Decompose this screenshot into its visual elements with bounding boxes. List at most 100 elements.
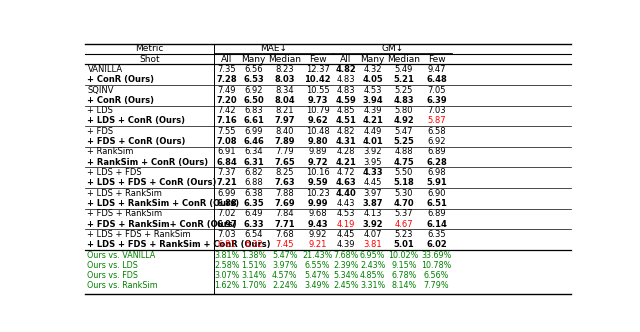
Text: 5.47%: 5.47% [272, 251, 298, 260]
Text: 4.05: 4.05 [362, 75, 383, 84]
Text: 7.05: 7.05 [428, 86, 446, 95]
Text: 9.62: 9.62 [307, 117, 328, 125]
Text: Ours vs. RankSim: Ours vs. RankSim [88, 282, 158, 290]
Text: 10.48: 10.48 [306, 127, 330, 136]
Text: 4.75: 4.75 [394, 158, 414, 167]
Text: 5.34%: 5.34% [333, 271, 358, 280]
Text: 5.21: 5.21 [394, 75, 414, 84]
Text: 6.88: 6.88 [244, 178, 263, 187]
Text: 4.39: 4.39 [337, 240, 355, 249]
Text: 5.87: 5.87 [428, 117, 446, 125]
Text: 3.07%: 3.07% [214, 271, 239, 280]
Text: 7.71: 7.71 [275, 219, 295, 229]
Text: 6.95%: 6.95% [360, 251, 385, 260]
Text: 8.04: 8.04 [275, 96, 295, 105]
Text: 4.31: 4.31 [335, 137, 356, 146]
Text: 5.25: 5.25 [394, 137, 414, 146]
Text: 7.79: 7.79 [275, 147, 294, 156]
Text: 6.99: 6.99 [244, 127, 263, 136]
Text: 6.51: 6.51 [426, 199, 447, 208]
Text: 6.49: 6.49 [244, 209, 263, 218]
Text: + LDS: + LDS [88, 106, 113, 115]
Text: 2.39%: 2.39% [333, 261, 359, 270]
Text: 7.68: 7.68 [275, 230, 294, 239]
Text: 4.32: 4.32 [364, 65, 382, 74]
Text: All: All [340, 55, 351, 64]
Text: 9.59: 9.59 [307, 178, 328, 187]
Text: + FDS + RankSim: + FDS + RankSim [88, 209, 163, 218]
Text: Ours vs. VANILLA: Ours vs. VANILLA [88, 251, 156, 260]
Text: 9.21: 9.21 [308, 240, 327, 249]
Text: 6.33: 6.33 [243, 219, 264, 229]
Text: 8.34: 8.34 [275, 86, 294, 95]
Text: + LDS + FDS + RankSim: + LDS + FDS + RankSim [88, 230, 191, 239]
Text: 3.94: 3.94 [362, 96, 383, 105]
Text: 5.47%: 5.47% [305, 271, 330, 280]
Text: Median: Median [387, 55, 420, 64]
Text: 5.49: 5.49 [395, 65, 413, 74]
Text: 10.02%: 10.02% [388, 251, 419, 260]
Text: 6.92: 6.92 [428, 137, 446, 146]
Text: 6.54: 6.54 [244, 230, 263, 239]
Text: 4.92: 4.92 [394, 117, 414, 125]
Text: Ours vs. LDS: Ours vs. LDS [88, 261, 138, 270]
Text: 4.01: 4.01 [362, 137, 383, 146]
Text: 3.92: 3.92 [364, 147, 382, 156]
Text: 9.92: 9.92 [308, 230, 327, 239]
Text: 4.19: 4.19 [337, 219, 355, 229]
Text: 3.97%: 3.97% [272, 261, 298, 270]
Text: 5.50: 5.50 [395, 168, 413, 177]
Text: 9.68: 9.68 [308, 209, 327, 218]
Text: 10.16: 10.16 [306, 168, 330, 177]
Text: 7.84: 7.84 [275, 209, 294, 218]
Text: 3.49%: 3.49% [305, 282, 330, 290]
Text: 6.78%: 6.78% [391, 271, 417, 280]
Text: 6.50: 6.50 [243, 96, 264, 105]
Text: 5.18: 5.18 [394, 178, 414, 187]
Text: 4.85: 4.85 [337, 106, 355, 115]
Text: 6.81: 6.81 [218, 240, 236, 249]
Text: All: All [221, 55, 232, 64]
Text: 4.70: 4.70 [394, 199, 414, 208]
Text: 6.39: 6.39 [426, 96, 447, 105]
Text: 1.62%: 1.62% [214, 282, 239, 290]
Text: 5.01: 5.01 [394, 240, 414, 249]
Text: 4.45: 4.45 [364, 178, 382, 187]
Text: 5.47: 5.47 [395, 127, 413, 136]
Text: 6.82: 6.82 [244, 168, 263, 177]
Text: 7.88: 7.88 [275, 189, 294, 198]
Text: 4.39: 4.39 [364, 106, 382, 115]
Text: 8.23: 8.23 [275, 65, 294, 74]
Text: 6.53: 6.53 [243, 75, 264, 84]
Text: 8.40: 8.40 [275, 127, 294, 136]
Text: 4.13: 4.13 [364, 209, 382, 218]
Text: 3.97: 3.97 [364, 189, 382, 198]
Text: Many: Many [241, 55, 266, 64]
Text: 9.99: 9.99 [307, 199, 328, 208]
Text: 4.67: 4.67 [394, 219, 413, 229]
Text: + RankSim: + RankSim [88, 147, 134, 156]
Text: 4.40: 4.40 [335, 189, 356, 198]
Text: 3.14%: 3.14% [241, 271, 266, 280]
Text: 12.37: 12.37 [306, 65, 330, 74]
Text: 4.49: 4.49 [364, 127, 382, 136]
Text: VANILLA: VANILLA [88, 65, 123, 74]
Text: 6.32: 6.32 [244, 240, 263, 249]
Text: 8.25: 8.25 [275, 168, 294, 177]
Text: 3.87: 3.87 [362, 199, 383, 208]
Text: 7.37: 7.37 [218, 168, 236, 177]
Text: 1.38%: 1.38% [241, 251, 266, 260]
Text: GM↓: GM↓ [381, 44, 404, 53]
Text: 2.43%: 2.43% [360, 261, 385, 270]
Text: Many: Many [360, 55, 385, 64]
Text: SQINV: SQINV [88, 86, 114, 95]
Text: 9.72: 9.72 [307, 158, 328, 167]
Text: 7.63: 7.63 [275, 178, 295, 187]
Text: 10.55: 10.55 [306, 86, 330, 95]
Text: 6.88: 6.88 [216, 199, 237, 208]
Text: 6.61: 6.61 [243, 117, 264, 125]
Text: 7.55: 7.55 [218, 127, 236, 136]
Text: 6.89: 6.89 [428, 209, 446, 218]
Text: + LDS + FDS + ConR (Ours): + LDS + FDS + ConR (Ours) [88, 178, 217, 187]
Text: 7.03: 7.03 [428, 106, 446, 115]
